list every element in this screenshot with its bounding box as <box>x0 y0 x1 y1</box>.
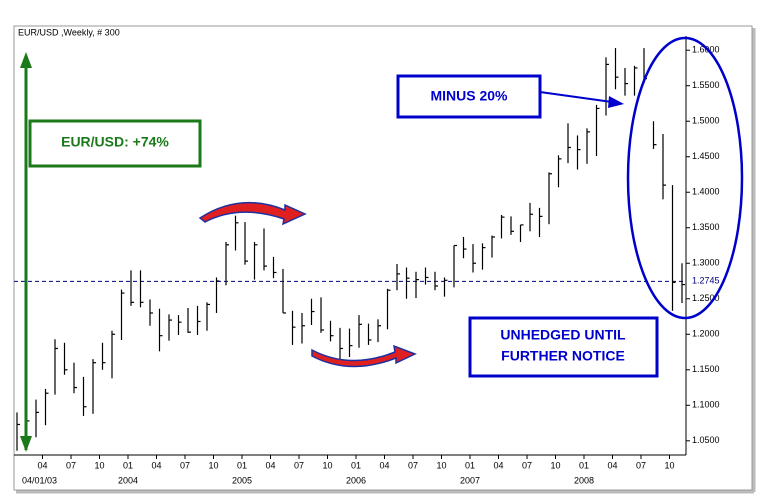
gain-arrow-head <box>20 52 32 68</box>
x-tick-label: 01 <box>351 460 361 470</box>
y-tick-label: 1.2500 <box>692 293 720 303</box>
stance-text: UNHEDGED UNTIL <box>500 327 626 343</box>
x-tick-label: 04 <box>607 460 617 470</box>
year-label: 2005 <box>232 475 252 485</box>
x-tick-label: 10 <box>94 460 104 470</box>
reversal-arrow <box>198 201 307 226</box>
x-tick-label: 10 <box>322 460 332 470</box>
y-tick-label: 1.3000 <box>692 258 720 268</box>
x-tick-label: 04 <box>379 460 389 470</box>
stance-text: FURTHER NOTICE <box>501 348 625 364</box>
x-tick-label: 04 <box>493 460 503 470</box>
y-tick-label: 1.4000 <box>692 187 720 197</box>
y-tick-label: 1.5000 <box>692 116 720 126</box>
frame <box>13 25 753 491</box>
x-tick-label: 10 <box>550 460 560 470</box>
x-tick-label: 01 <box>123 460 133 470</box>
x-tick-label: 10 <box>208 460 218 470</box>
year-label: 2007 <box>460 475 480 485</box>
y-tick-label: 1.2000 <box>692 329 720 339</box>
x-tick-label: 04 <box>151 460 161 470</box>
drop-arrow <box>539 91 613 103</box>
x-tick-label: 07 <box>294 460 304 470</box>
x-tick-label: 01 <box>237 460 247 470</box>
drop-arrow-head <box>608 96 624 108</box>
x-tick-label: 07 <box>636 460 646 470</box>
start-label: 04/01/03 <box>22 475 57 485</box>
y-tick-label: 1.5500 <box>692 80 720 90</box>
gain-box <box>28 119 202 168</box>
drop-text: MINUS 20% <box>430 88 508 104</box>
drop-box <box>396 74 542 119</box>
plot: 1.0500 1.1000 1.1500 1.2000 1.2500 1.3000 1.35… <box>14 36 720 485</box>
x-tick-label: 10 <box>664 460 674 470</box>
y-tick-label: 1.4500 <box>692 151 720 161</box>
reference-label: 1.2745 <box>692 276 720 286</box>
x-tick-label: 04 <box>265 460 275 470</box>
year-label: 2004 <box>118 475 138 485</box>
y-tick-label: 1.1500 <box>692 364 720 374</box>
y-tick-label: 1.6000 <box>692 45 720 55</box>
gain-text: EUR/USD: +74% <box>61 134 169 150</box>
x-tick-label: 07 <box>180 460 190 470</box>
x-tick-label: 07 <box>66 460 76 470</box>
y-tick-label: 1.1000 <box>692 400 720 410</box>
x-tick-label: 07 <box>408 460 418 470</box>
year-label: 2006 <box>346 475 366 485</box>
chart-title: EUR/USD ,Weekly, # 300 <box>18 27 120 37</box>
gain-arrow-head <box>20 436 32 452</box>
drop-ellipse <box>626 36 744 320</box>
y-tick-label: 1.0500 <box>692 435 720 445</box>
x-tick-label: 07 <box>522 460 532 470</box>
y-tick-label: 1.3500 <box>692 222 720 232</box>
stance-box <box>468 316 659 378</box>
x-tick-label: 01 <box>579 460 589 470</box>
x-tick-label: 04 <box>37 460 47 470</box>
year-label: 2008 <box>574 475 594 485</box>
reversal-arrow <box>311 344 417 368</box>
x-tick-label: 10 <box>436 460 446 470</box>
x-tick-label: 01 <box>465 460 475 470</box>
